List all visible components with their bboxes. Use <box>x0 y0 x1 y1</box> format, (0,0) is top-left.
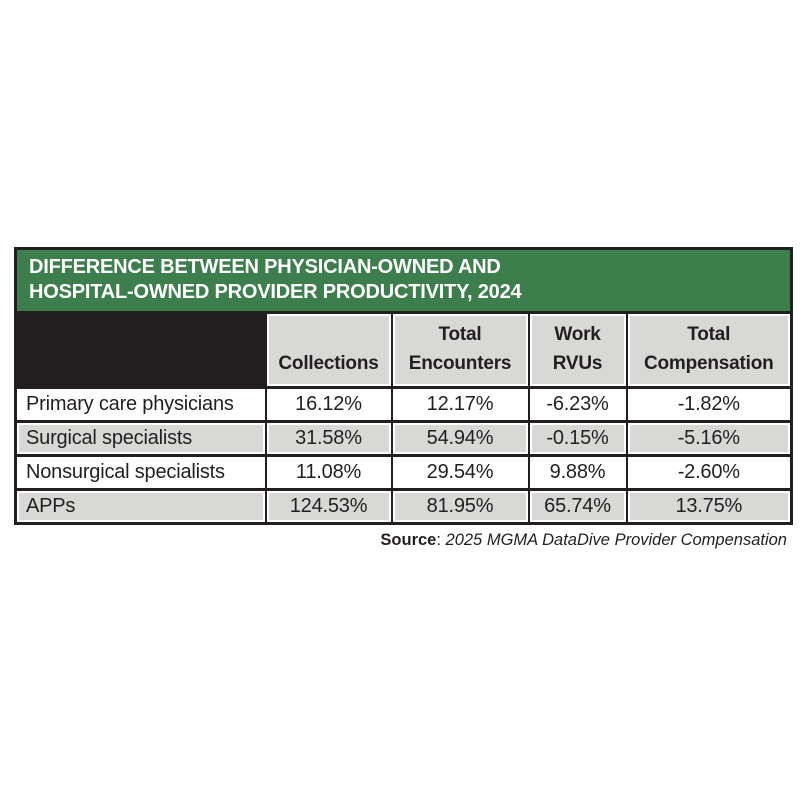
productivity-table: DIFFERENCE BETWEEN PHYSICIAN-OWNED AND H… <box>14 247 794 525</box>
source-credit: Source: 2025 MGMA DataDive Provider Comp… <box>380 531 787 550</box>
value-cell: 29.54% <box>390 454 530 491</box>
column-header-total-compensation: Total Compensation <box>625 311 793 389</box>
value-cell: -0.15% <box>527 420 628 457</box>
row-label: APPs <box>14 488 267 525</box>
table-title-line-1: DIFFERENCE BETWEEN PHYSICIAN-OWNED AND <box>29 256 501 278</box>
corner-cell <box>14 311 267 389</box>
title-row: DIFFERENCE BETWEEN PHYSICIAN-OWNED AND H… <box>14 247 793 314</box>
value-cell: 65.74% <box>527 488 628 525</box>
column-header-collections: Collections <box>264 311 393 389</box>
value-cell: -6.23% <box>527 386 628 423</box>
value-cell: 13.75% <box>625 488 793 525</box>
source-colon: : <box>436 531 446 549</box>
source-text: 2025 MGMA DataDive Provider Compensation <box>445 531 787 549</box>
table-title-line-2: HOSPITAL-OWNED PROVIDER PRODUCTIVITY, 20… <box>29 281 522 303</box>
table-row-nonsurgical-specialists: Nonsurgical specialists 11.08% 29.54% 9.… <box>14 454 793 491</box>
value-cell: 54.94% <box>390 420 530 457</box>
column-header-total-encounters: Total Encounters <box>390 311 530 389</box>
row-label: Primary care physicians <box>14 386 267 423</box>
table-title-banner: DIFFERENCE BETWEEN PHYSICIAN-OWNED AND H… <box>14 247 793 314</box>
value-cell: -5.16% <box>625 420 793 457</box>
value-cell: 16.12% <box>264 386 393 423</box>
table-row-apps: APPs 124.53% 81.95% 65.74% 13.75% <box>14 488 793 525</box>
value-cell: 11.08% <box>264 454 393 491</box>
column-header-work-rvus: Work RVUs <box>527 311 628 389</box>
value-cell: 124.53% <box>264 488 393 525</box>
source-label: Source <box>380 531 437 549</box>
header-row: Collections Total Encounters Work RVUs T… <box>14 311 793 389</box>
value-cell: 9.88% <box>527 454 628 491</box>
productivity-table-figure: DIFFERENCE BETWEEN PHYSICIAN-OWNED AND H… <box>14 247 794 525</box>
value-cell: -1.82% <box>625 386 793 423</box>
value-cell: -2.60% <box>625 454 793 491</box>
value-cell: 81.95% <box>390 488 530 525</box>
row-label: Nonsurgical specialists <box>14 454 267 491</box>
value-cell: 31.58% <box>264 420 393 457</box>
value-cell: 12.17% <box>390 386 530 423</box>
table-row-surgical-specialists: Surgical specialists 31.58% 54.94% -0.15… <box>14 420 793 457</box>
row-label: Surgical specialists <box>14 420 267 457</box>
table-row-primary-care: Primary care physicians 16.12% 12.17% -6… <box>14 386 793 423</box>
